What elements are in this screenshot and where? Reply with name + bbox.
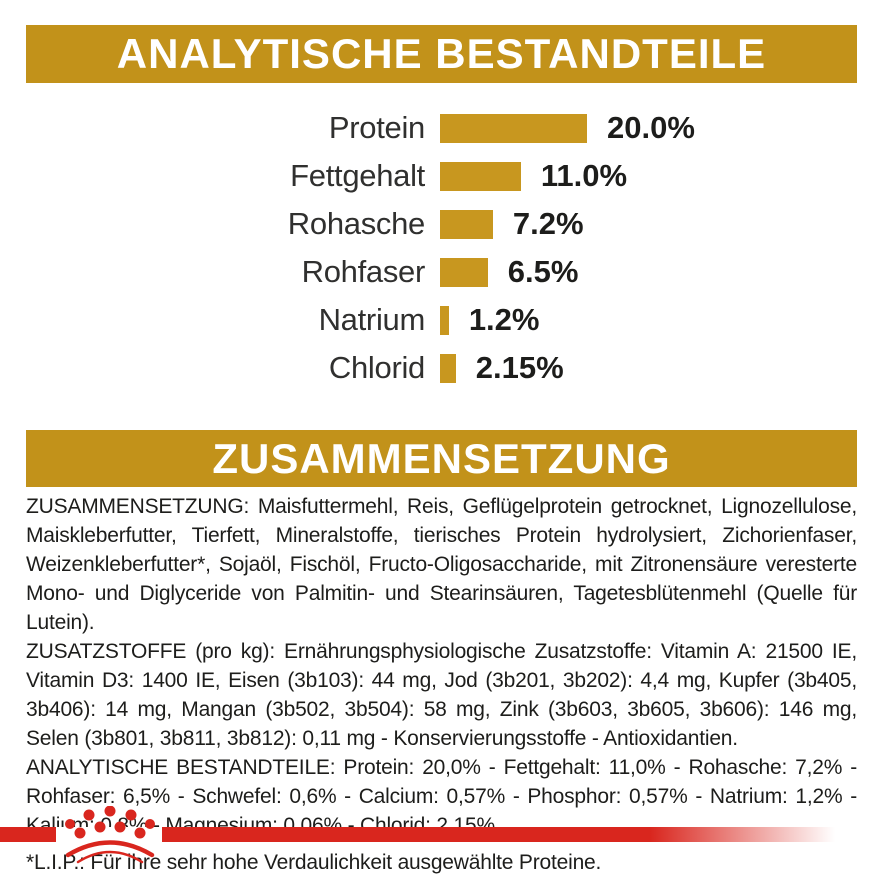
chart-bar [440, 161, 521, 191]
chart-category-label: Protein [328, 110, 425, 145]
label-text-block: ZUSAMMENSETZUNG: Maisfuttermehl, Reis, G… [26, 492, 857, 877]
chart-bar-area: 11.0% [440, 158, 627, 194]
chart-bar [440, 209, 493, 239]
chart-bar-area: 2.15% [440, 350, 564, 386]
lip-footnote: *L.I.P.: Für ihre sehr hohe Verdaulichke… [26, 851, 602, 874]
chart-value-label: 7.2% [512, 206, 584, 241]
chart-bar [440, 113, 587, 143]
analytical-constituents-banner: ANALYTISCHE BESTANDTEILE [26, 25, 857, 83]
chart-bar [440, 305, 449, 335]
chart-row-natrium: Natrium 1.2% [26, 296, 857, 344]
brand-stripe [0, 827, 883, 842]
composition-title: ZUSAMMENSETZUNG [212, 434, 671, 482]
chart-category-label: Rohasche [287, 206, 426, 241]
chart-category-label: Chlorid [328, 350, 425, 385]
chart-value-label: 1.2% [468, 302, 540, 337]
analytical-constituents-chart: Protein 20.0% Fettgehalt 11.0% Rohasche … [26, 104, 857, 392]
chart-bar [440, 353, 456, 383]
chart-bar-area: 1.2% [440, 302, 539, 338]
chart-row-fettgehalt: Fettgehalt 11.0% [26, 152, 857, 200]
chart-row-protein: Protein 20.0% [26, 104, 857, 152]
chart-value-label: 11.0% [540, 158, 628, 193]
chart-row-chlorid: Chlorid 2.15% [26, 344, 857, 392]
analytical-paragraph: ANALYTISCHE BESTANDTEILE: Protein: 20,0%… [26, 756, 857, 837]
royal-canin-crown-paw-logo [65, 806, 155, 864]
chart-value-label: 6.5% [507, 254, 579, 289]
chart-row-rohfaser: Rohfaser 6.5% [26, 248, 857, 296]
chart-value-label: 20.0% [607, 110, 695, 145]
composition-banner: ZUSAMMENSETZUNG [26, 430, 857, 487]
chart-category-label: Natrium [318, 302, 426, 337]
chart-category-label: Rohfaser [301, 254, 426, 289]
chart-category-label: Fettgehalt [290, 158, 425, 193]
analytical-constituents-title: ANALYTISCHE BESTANDTEILE [116, 30, 767, 77]
chart-bar-area: 7.2% [440, 206, 584, 242]
chart-bar-area: 20.0% [440, 110, 695, 146]
chart-bar-area: 6.5% [440, 254, 578, 290]
chart-bar [440, 257, 488, 287]
chart-row-rohasche: Rohasche 7.2% [26, 200, 857, 248]
chart-value-label: 2.15% [475, 350, 564, 385]
composition-paragraph: ZUSAMMENSETZUNG: Maisfuttermehl, Reis, G… [26, 495, 857, 634]
additives-paragraph: ZUSATZSTOFFE (pro kg): Ernährungsphysiol… [26, 640, 857, 750]
